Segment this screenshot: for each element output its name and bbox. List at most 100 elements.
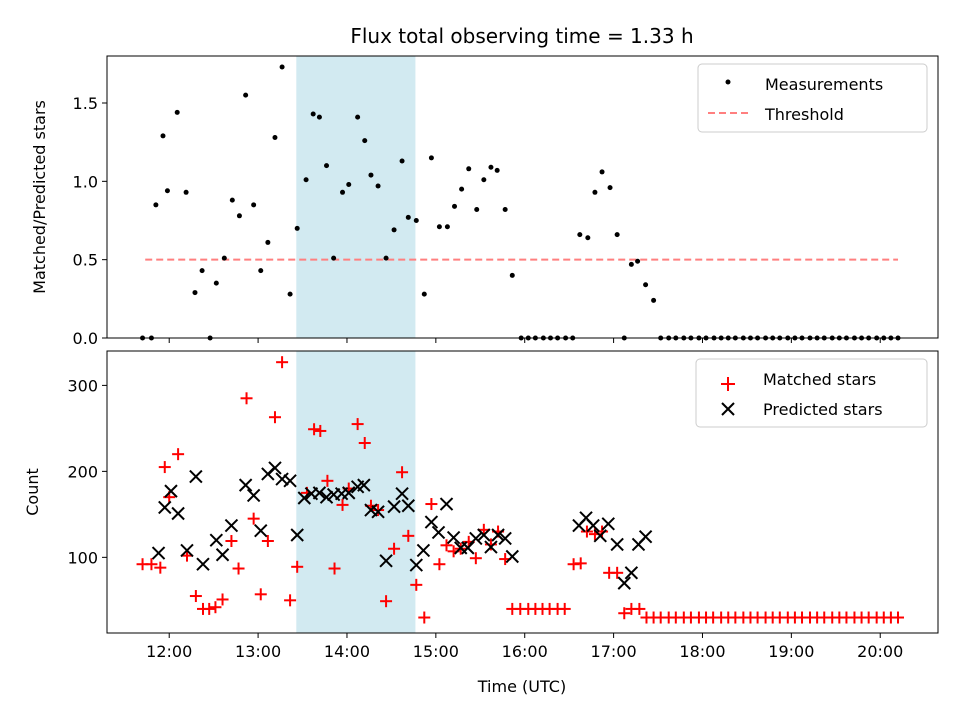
predicted-star-point [491, 528, 505, 542]
measurement-point [346, 181, 352, 187]
top-legend: Measurements Threshold [697, 63, 928, 133]
matched-star-point [240, 392, 253, 405]
bottom-y-ticks: 100 200 300 [67, 376, 107, 567]
predicted-star-point [446, 530, 461, 545]
matched-star-point [433, 558, 446, 571]
matched-star-point [418, 611, 431, 624]
top-x-ticks [168, 338, 881, 343]
x-tick-label: 16:00 [502, 642, 548, 661]
x-tick-label: 14:00 [324, 642, 370, 661]
predicted-star-point [424, 515, 439, 529]
predicted-star-point [593, 529, 607, 543]
measurement-point [213, 280, 219, 286]
predicted-star-point [610, 537, 624, 552]
measurement-point [221, 255, 227, 261]
predicted-star-point [246, 488, 261, 503]
measurement-point [509, 272, 515, 278]
y-tick-label: 200 [67, 462, 98, 481]
predicted-star-point [180, 543, 194, 558]
measurement-point [592, 189, 598, 195]
measurement-point [459, 186, 465, 192]
matched-star-point [308, 423, 321, 436]
matched-star-point [440, 539, 453, 552]
measurement-point [316, 114, 322, 120]
matched-star-point [232, 562, 245, 575]
predicted-star-point [586, 518, 600, 533]
y-tick-label: 1.5 [73, 94, 98, 113]
measurement-point [502, 207, 508, 213]
predicted-star-point [312, 486, 327, 500]
predicted-star-point [387, 499, 401, 514]
top-axes-frame [106, 55, 939, 339]
predicted-star-point [342, 486, 356, 500]
x-tick-label: 12:00 [146, 642, 192, 661]
predicted-star-point [617, 576, 631, 590]
measurement-point [243, 92, 249, 98]
predicted-star-point [401, 499, 416, 513]
measurement-point [436, 224, 442, 230]
measurement-point [368, 172, 374, 178]
matched-star-point [410, 578, 423, 591]
measurement-point [174, 109, 180, 115]
legend-measurements-label: Measurements [765, 75, 883, 94]
predicted-star-point [196, 557, 210, 571]
x-tick-label: 20:00 [857, 642, 903, 661]
measurement-point [421, 291, 427, 297]
measurement-point [258, 268, 264, 274]
predicted-star-point [409, 558, 423, 572]
predicted-star-point [319, 490, 334, 504]
matched-star-point [225, 535, 238, 548]
predicted-star-point [209, 533, 224, 547]
measurement-point [160, 133, 166, 139]
measurement-point [287, 291, 293, 297]
matched-star-point [469, 552, 482, 565]
y-tick-label: 300 [67, 376, 98, 395]
matched-star-point [145, 558, 158, 571]
measurement-point [229, 197, 235, 203]
predicted-star-point [601, 517, 615, 531]
measurement-point [405, 214, 411, 220]
matched-star-point [351, 418, 364, 431]
matched-star-point [580, 525, 593, 538]
measurement-point [164, 188, 170, 194]
matched-star-point [284, 594, 297, 607]
matched-star-point [247, 512, 260, 525]
bottom-axes-frame [106, 350, 939, 634]
predicted-star-point [268, 461, 282, 475]
measurement-point [192, 290, 198, 296]
measurement-point [199, 268, 205, 274]
legend-matched-marker [721, 377, 735, 391]
matched-star-point [209, 601, 222, 614]
matched-star-point [203, 602, 216, 615]
x-tick-label: 17:00 [591, 642, 637, 661]
matched-star-point [291, 560, 304, 573]
matched-star-point [484, 538, 497, 551]
predicted-star-point [215, 548, 230, 562]
predicted-star-point [416, 543, 431, 558]
measurement-point [355, 114, 361, 120]
measurement-point [272, 134, 278, 140]
predicted-star-point [357, 478, 371, 492]
bottom-observing-span [296, 351, 416, 633]
predicted-star-point [624, 566, 639, 580]
bottom-panel: 100 200 300 12:00 13:00 14:00 15:00 16:00 17:00… [23, 350, 939, 696]
measurement-point [607, 185, 613, 191]
measurement-point [310, 111, 316, 117]
legend-predicted-label: Predicted stars [763, 400, 883, 419]
predicted-star-point [283, 474, 297, 488]
matched-star-point [261, 535, 274, 548]
predicted-star-point [238, 478, 253, 492]
predicted-star-point [254, 523, 268, 538]
predicted-star-point [290, 528, 304, 542]
matched-star-point [402, 529, 415, 542]
predicted-star-point [469, 531, 483, 546]
predicted-star-point [164, 484, 178, 498]
y-tick-label: 0.0 [73, 329, 98, 348]
legend-measurements-marker [725, 79, 731, 85]
measurement-point [488, 164, 494, 170]
top-observing-span [296, 56, 416, 338]
matched-star-point [358, 436, 371, 449]
chart-title: Flux total observing time = 1.33 h [350, 24, 693, 48]
legend-threshold-label: Threshold [764, 105, 844, 124]
predicted-star-point [275, 472, 289, 486]
